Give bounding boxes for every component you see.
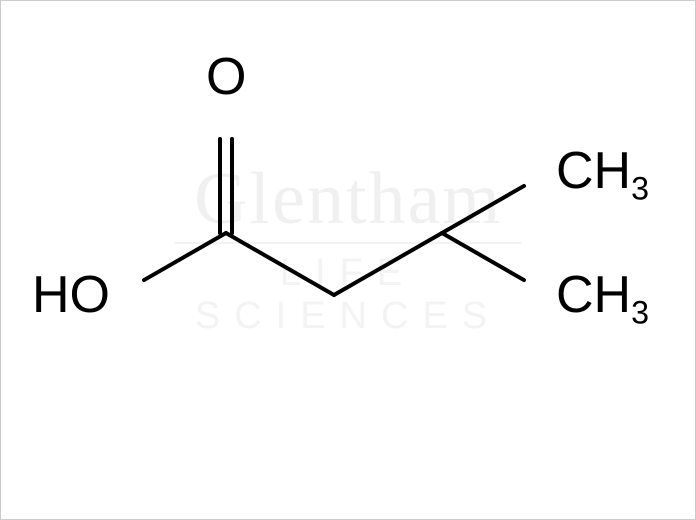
figure-canvas: Glentham LIFE SCIENCES OHOCH3CH3: [0, 0, 696, 520]
atom-label: CH3: [556, 269, 649, 321]
atom-label: O: [206, 51, 246, 103]
atom-label: HO: [32, 269, 110, 321]
chemical-structure-svg: [1, 1, 696, 520]
atom-label: CH3: [556, 145, 649, 197]
